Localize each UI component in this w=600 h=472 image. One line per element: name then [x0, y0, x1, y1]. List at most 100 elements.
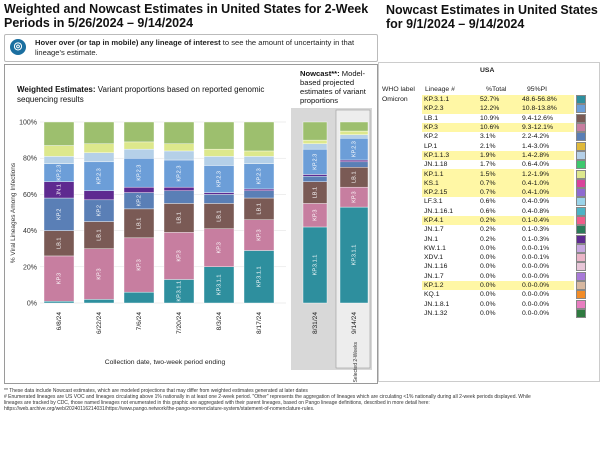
lineage-cell: LB.1: [424, 114, 438, 122]
lineage-cell: KP.3: [422, 122, 478, 133]
lineage-color-swatch: [576, 262, 586, 272]
hover-note-text: Hover over (or tap in mobile) any lineag…: [35, 38, 373, 58]
total-cell: 1.9%: [478, 150, 520, 161]
color-swatch-cell: [574, 243, 594, 253]
bar-segment: [203, 228, 235, 267]
table-row[interactable]: LB.1 10.9% 9.4-12.6%: [380, 113, 594, 123]
segment-label: KP.3: [312, 210, 318, 221]
bar-segment: [83, 161, 115, 191]
segment-label: KP.3.1.1: [176, 281, 182, 302]
lineage-color-swatch: [576, 216, 586, 225]
table-row[interactable]: KP.1.1.3 1.9% 1.4-2.8%: [380, 150, 594, 161]
table-row[interactable]: XDV.1 0.0% 0.0-0.1%: [380, 253, 594, 263]
bar-segment: [123, 121, 155, 143]
who-label-cell: [380, 300, 422, 309]
lineage-color-swatch: [576, 206, 586, 216]
info-icon: ◎: [10, 39, 26, 55]
x-tick-label: 7/6/24: [136, 312, 143, 331]
who-label-cell: [380, 169, 422, 178]
color-swatch-cell: [574, 123, 594, 133]
table-row[interactable]: JN.1.7 0.2% 0.1-0.3%: [380, 225, 594, 235]
x-tick-label: 8/17/24: [256, 312, 263, 334]
y-tick-label: 0%: [27, 301, 37, 308]
bar-segment: [302, 139, 328, 144]
lineage-cell: KP.1.2: [422, 280, 478, 291]
nowcast-table-title: Nowcast Estimates in United States for 9…: [386, 3, 598, 31]
lineage-color-swatch: [576, 271, 586, 281]
nowcast-title: Nowcast**: Model-based projected estimat…: [300, 69, 376, 105]
who-label-cell: [380, 225, 422, 234]
table-row[interactable]: JN.1.16.1 0.6% 0.4-0.8%: [380, 206, 594, 216]
table-row[interactable]: KP.1.1 1.5% 1.2-1.9%: [380, 169, 594, 179]
bar-segment: [43, 121, 75, 146]
table-row[interactable]: KQ.1 0.0% 0.0-0.0%: [380, 290, 594, 300]
color-swatch-cell: [574, 299, 594, 309]
bar-segment: [163, 232, 195, 280]
nowcast-table: Omicron KP.3.1.1 52.7% 48.6-56.8% KP.2.3 12.2…: [380, 95, 594, 318]
segment-label: KP.2: [56, 209, 62, 220]
table-row[interactable]: JN.1 0.2% 0.1-0.3%: [380, 234, 594, 244]
segment-label: KP.3: [256, 229, 262, 240]
region-label: USA: [480, 67, 495, 74]
bar-segment: [163, 143, 195, 152]
bar-segment: [123, 148, 155, 159]
segment-label: LB.1: [176, 212, 182, 224]
bar-segment: [123, 157, 155, 188]
bar-segment: [123, 141, 155, 150]
table-row[interactable]: JN.1.7 0.0% 0.0-0.0%: [380, 271, 594, 281]
table-row[interactable]: KP.2.15 0.7% 0.4-1.0%: [380, 187, 594, 198]
bar-segment: [339, 161, 369, 168]
segment-label: KP.3.1.1: [351, 245, 357, 266]
segment-label: KP.3.1.1: [216, 275, 222, 296]
pi-cell: 0.4-0.8%: [522, 207, 550, 215]
table-row[interactable]: JN.1.8.1 0.0% 0.0-0.0%: [380, 299, 594, 309]
bar-segment: [163, 190, 195, 204]
who-label-cell: [380, 132, 422, 141]
who-label-cell: [380, 179, 422, 188]
table-row[interactable]: KS.1 0.7% 0.4-1.0%: [380, 178, 594, 188]
bar-segment: [243, 163, 275, 190]
nowcast-title-rest: Model-based projected estimates of varia…: [300, 69, 366, 105]
table-row[interactable]: LP.1 2.1% 1.4-3.0%: [380, 141, 594, 151]
segment-label: LB.1: [96, 229, 102, 241]
bar-segment: [203, 121, 235, 150]
table-row[interactable]: KP.4.1 0.2% 0.1-0.4%: [380, 215, 594, 226]
pi-cell: 0.0-0.0%: [522, 300, 550, 308]
pi-cell: 0.6-4.0%: [522, 161, 550, 169]
bar-segment: [203, 148, 235, 157]
table-row[interactable]: JN.1.32 0.0% 0.0-0.0%: [380, 308, 594, 318]
lineage-cell: KP.2: [424, 133, 438, 141]
lineage-color-swatch: [576, 132, 586, 142]
color-swatch-cell: [574, 225, 594, 235]
lineage-cell: KP.2.15: [422, 187, 478, 198]
table-row[interactable]: JN.1.18 1.7% 0.6-4.0%: [380, 160, 594, 170]
color-swatch-cell: [574, 169, 594, 179]
who-label-cell: [380, 262, 422, 271]
x-tick-label: 8/31/24: [312, 312, 319, 334]
footnote: ** These data include Nowcast estimates,…: [4, 388, 584, 412]
table-row[interactable]: KW.1.1 0.0% 0.0-0.1%: [380, 243, 594, 253]
bar-segment: [83, 221, 115, 249]
color-swatch-cell: [574, 234, 594, 244]
weighted-title: Weighted Estimates: Variant proportions …: [17, 85, 287, 105]
pi-cell: 1.2-1.9%: [520, 169, 574, 179]
weighted-title-bold: Weighted Estimates:: [17, 85, 96, 94]
table-row[interactable]: LF.3.1 0.6% 0.4-0.9%: [380, 197, 594, 207]
segment-label: KP.3.1.1: [256, 266, 262, 287]
x-tick-label: 6/8/24: [56, 312, 63, 331]
lineage-cell: JN.1.16: [424, 263, 448, 271]
table-row[interactable]: KP.2 3.1% 2.2-4.2%: [380, 132, 594, 142]
bar-segment: [43, 197, 75, 231]
table-row[interactable]: Omicron KP.3.1.1 52.7% 48.6-56.8%: [380, 95, 594, 105]
table-row[interactable]: JN.1.16 0.0% 0.0-0.0%: [380, 262, 594, 272]
table-row[interactable]: KP.3 10.6% 9.3-12.1%: [380, 122, 594, 133]
total-cell: 12.2%: [478, 104, 520, 114]
lineage-color-swatch: [576, 113, 586, 123]
bar-segment: [203, 192, 235, 195]
total-cell: 0.0%: [480, 300, 496, 308]
table-row[interactable]: KP.1.2 0.0% 0.0-0.0%: [380, 280, 594, 291]
bar-segment: [163, 150, 195, 161]
bar-segment: [83, 299, 115, 304]
total-cell: 0.0%: [480, 254, 496, 262]
table-row[interactable]: KP.2.3 12.2% 10.8-13.8%: [380, 104, 594, 114]
